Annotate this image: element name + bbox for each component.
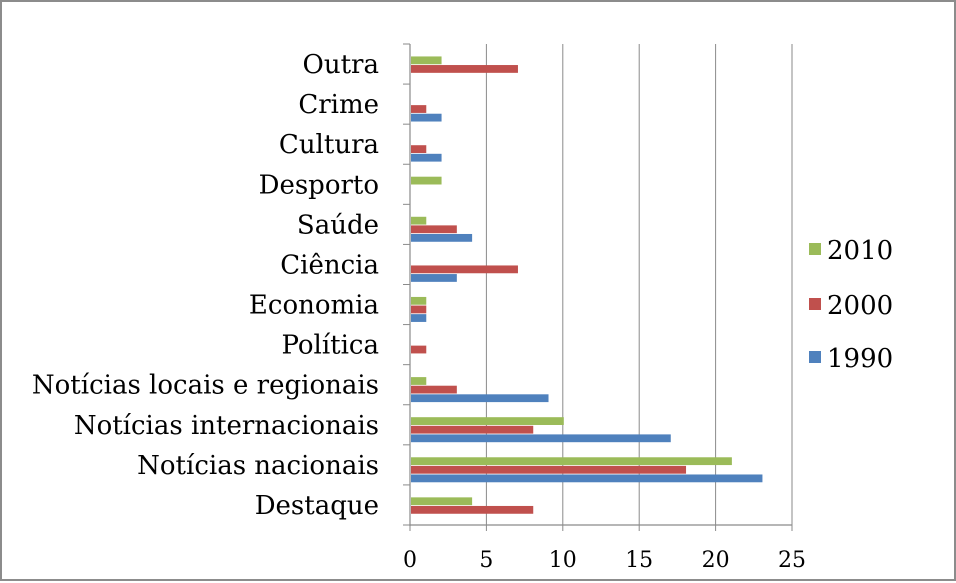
category-label-outra: Outra xyxy=(303,50,379,80)
bar-outra-2000 xyxy=(411,65,518,73)
x-tick-label-20: 20 xyxy=(702,548,730,573)
legend-label-1990: 1990 xyxy=(827,344,893,374)
bar-politica-2000 xyxy=(411,345,427,354)
bar-ciencia-2000 xyxy=(411,265,518,274)
category-label-noticias-locais-e-regionais: Notícias locais e regionais xyxy=(32,371,379,401)
bar-noticias-internacionais-1990 xyxy=(411,434,671,443)
category-label-ciencia: Ciência xyxy=(280,250,379,280)
x-tick-label-15: 15 xyxy=(625,548,653,573)
bar-noticias-nacionais-2010 xyxy=(411,457,732,466)
bar-outra-2010 xyxy=(411,56,442,65)
bar-destaque-2010 xyxy=(411,497,473,506)
category-labels: Destaque Notícias nacionais Notícias inter… xyxy=(32,50,379,521)
legend-swatch-2010 xyxy=(809,243,821,255)
legend-label-2000: 2000 xyxy=(827,291,893,321)
bar-desporto-2010 xyxy=(411,176,442,185)
category-label-noticias-internacionais: Notícias internacionais xyxy=(74,411,379,441)
legend-item-2000: 2000 xyxy=(809,291,893,321)
bar-saude-2010 xyxy=(411,216,427,225)
category-label-cultura: Cultura xyxy=(279,130,379,160)
bar-noticias-nacionais-2000 xyxy=(411,465,687,474)
legend-item-1990: 1990 xyxy=(809,344,893,374)
bar-saude-2000 xyxy=(411,225,457,234)
legend-item-2010: 2010 xyxy=(809,236,893,266)
legend-label-2010: 2010 xyxy=(827,236,893,266)
bar-economia-2010 xyxy=(411,296,427,305)
x-tick-label-0: 0 xyxy=(403,548,417,573)
bar-crime-2000 xyxy=(411,105,427,113)
bar-cultura-1990 xyxy=(411,153,442,162)
bar-ciencia-1990 xyxy=(411,274,457,282)
bar-economia-1990 xyxy=(411,314,427,322)
x-tick-labels: 0 5 10 15 20 25 xyxy=(403,548,806,573)
category-label-noticias-nacionais: Notícias nacionais xyxy=(137,451,379,481)
bar-noticias-locais-e-regionais-2000 xyxy=(411,385,457,394)
bar-saude-1990 xyxy=(411,233,473,242)
axes xyxy=(403,43,793,531)
category-label-crime: Crime xyxy=(298,90,379,120)
bar-noticias-internacionais-2010 xyxy=(411,417,564,425)
bar-noticias-nacionais-1990 xyxy=(411,474,763,483)
bar-crime-1990 xyxy=(411,113,442,122)
legend-swatch-1990 xyxy=(809,351,821,363)
bar-cultura-2000 xyxy=(411,145,427,154)
category-label-desporto: Desporto xyxy=(259,170,379,200)
category-label-saude: Saúde xyxy=(297,210,379,240)
legend: 2010 2000 1990 xyxy=(809,236,893,374)
bar-economia-2000 xyxy=(411,305,427,314)
bar-noticias-locais-e-regionais-1990 xyxy=(411,394,549,403)
x-tick-label-10: 10 xyxy=(549,548,577,573)
bar-noticias-locais-e-regionais-2010 xyxy=(411,377,427,385)
category-label-economia: Economia xyxy=(249,291,379,321)
legend-swatch-2000 xyxy=(809,298,821,310)
bar-noticias-internacionais-2000 xyxy=(411,425,534,434)
x-tick-label-5: 5 xyxy=(479,548,493,573)
bar-destaque-2000 xyxy=(411,505,534,514)
x-tick-label-25: 25 xyxy=(778,548,806,573)
category-label-destaque: Destaque xyxy=(255,491,379,521)
category-label-politica: Política xyxy=(281,331,379,361)
gridlines xyxy=(485,44,793,525)
bars xyxy=(411,56,763,514)
